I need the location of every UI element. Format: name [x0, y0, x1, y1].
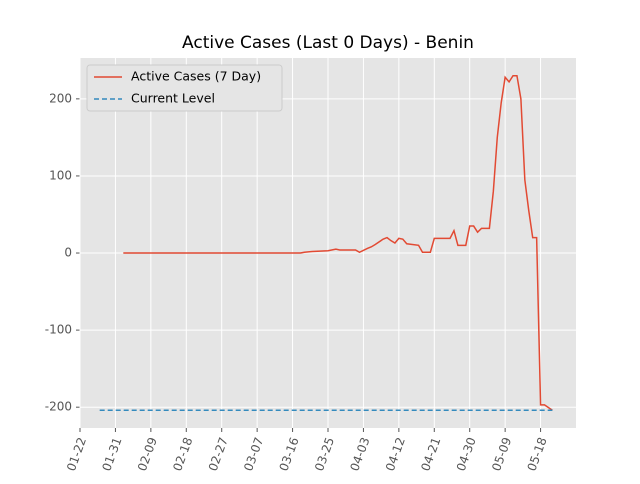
- legend-box: [86, 64, 283, 112]
- legend-label: Current Level: [131, 91, 215, 106]
- data-line: [123, 74, 553, 411]
- chart-title: Active Cases (Last 0 Days) - Benin: [182, 33, 474, 53]
- y-tick-label: 200: [49, 91, 72, 105]
- y-tick-label: 100: [49, 168, 72, 182]
- y-tick-label: -200: [45, 400, 72, 414]
- y-tick-label: 0: [64, 246, 72, 260]
- legend-label: Active Cases (7 Day): [131, 69, 261, 84]
- legend: Active Cases (7 Day) Current Level: [86, 64, 283, 112]
- y-tick-label: -100: [45, 323, 72, 337]
